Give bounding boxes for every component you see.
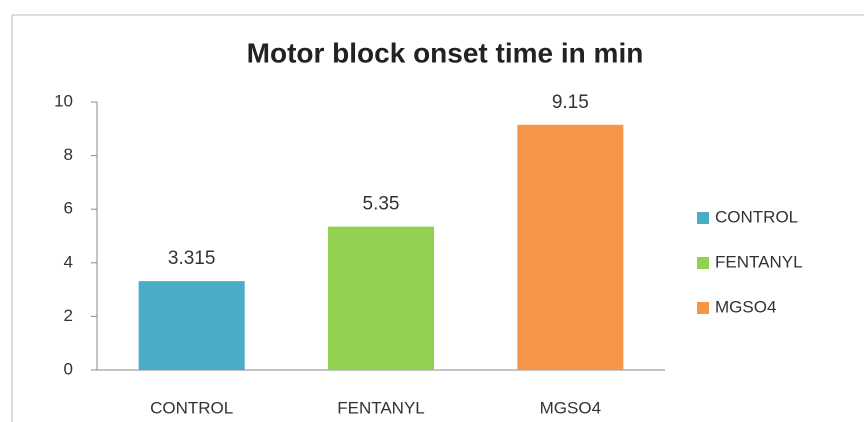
- data-label: 5.35: [363, 194, 400, 215]
- legend-label: FENTANYL: [715, 252, 803, 271]
- legend-swatch: [697, 257, 709, 269]
- y-tick-label: 8: [64, 145, 73, 164]
- data-label: 9.15: [552, 92, 589, 113]
- x-tick-label: CONTROL: [150, 398, 233, 417]
- bar: [327, 226, 435, 370]
- x-tick-label: FENTANYL: [337, 398, 425, 417]
- chart-title: Motor block onset time in min: [247, 37, 644, 68]
- x-tick-label: MGSO4: [540, 398, 601, 417]
- y-tick-label: 10: [54, 91, 73, 110]
- legend-label: CONTROL: [715, 207, 798, 226]
- legend-label: MGSO4: [715, 297, 776, 316]
- legend-swatch: [697, 302, 709, 314]
- legend-swatch: [697, 212, 709, 224]
- y-tick-label: 4: [64, 252, 73, 271]
- y-tick-label: 0: [64, 359, 73, 378]
- data-label: 3.315: [168, 248, 216, 269]
- bar: [517, 124, 624, 370]
- y-tick-label: 2: [64, 306, 73, 325]
- y-tick-label: 6: [64, 199, 73, 218]
- bar: [138, 281, 245, 370]
